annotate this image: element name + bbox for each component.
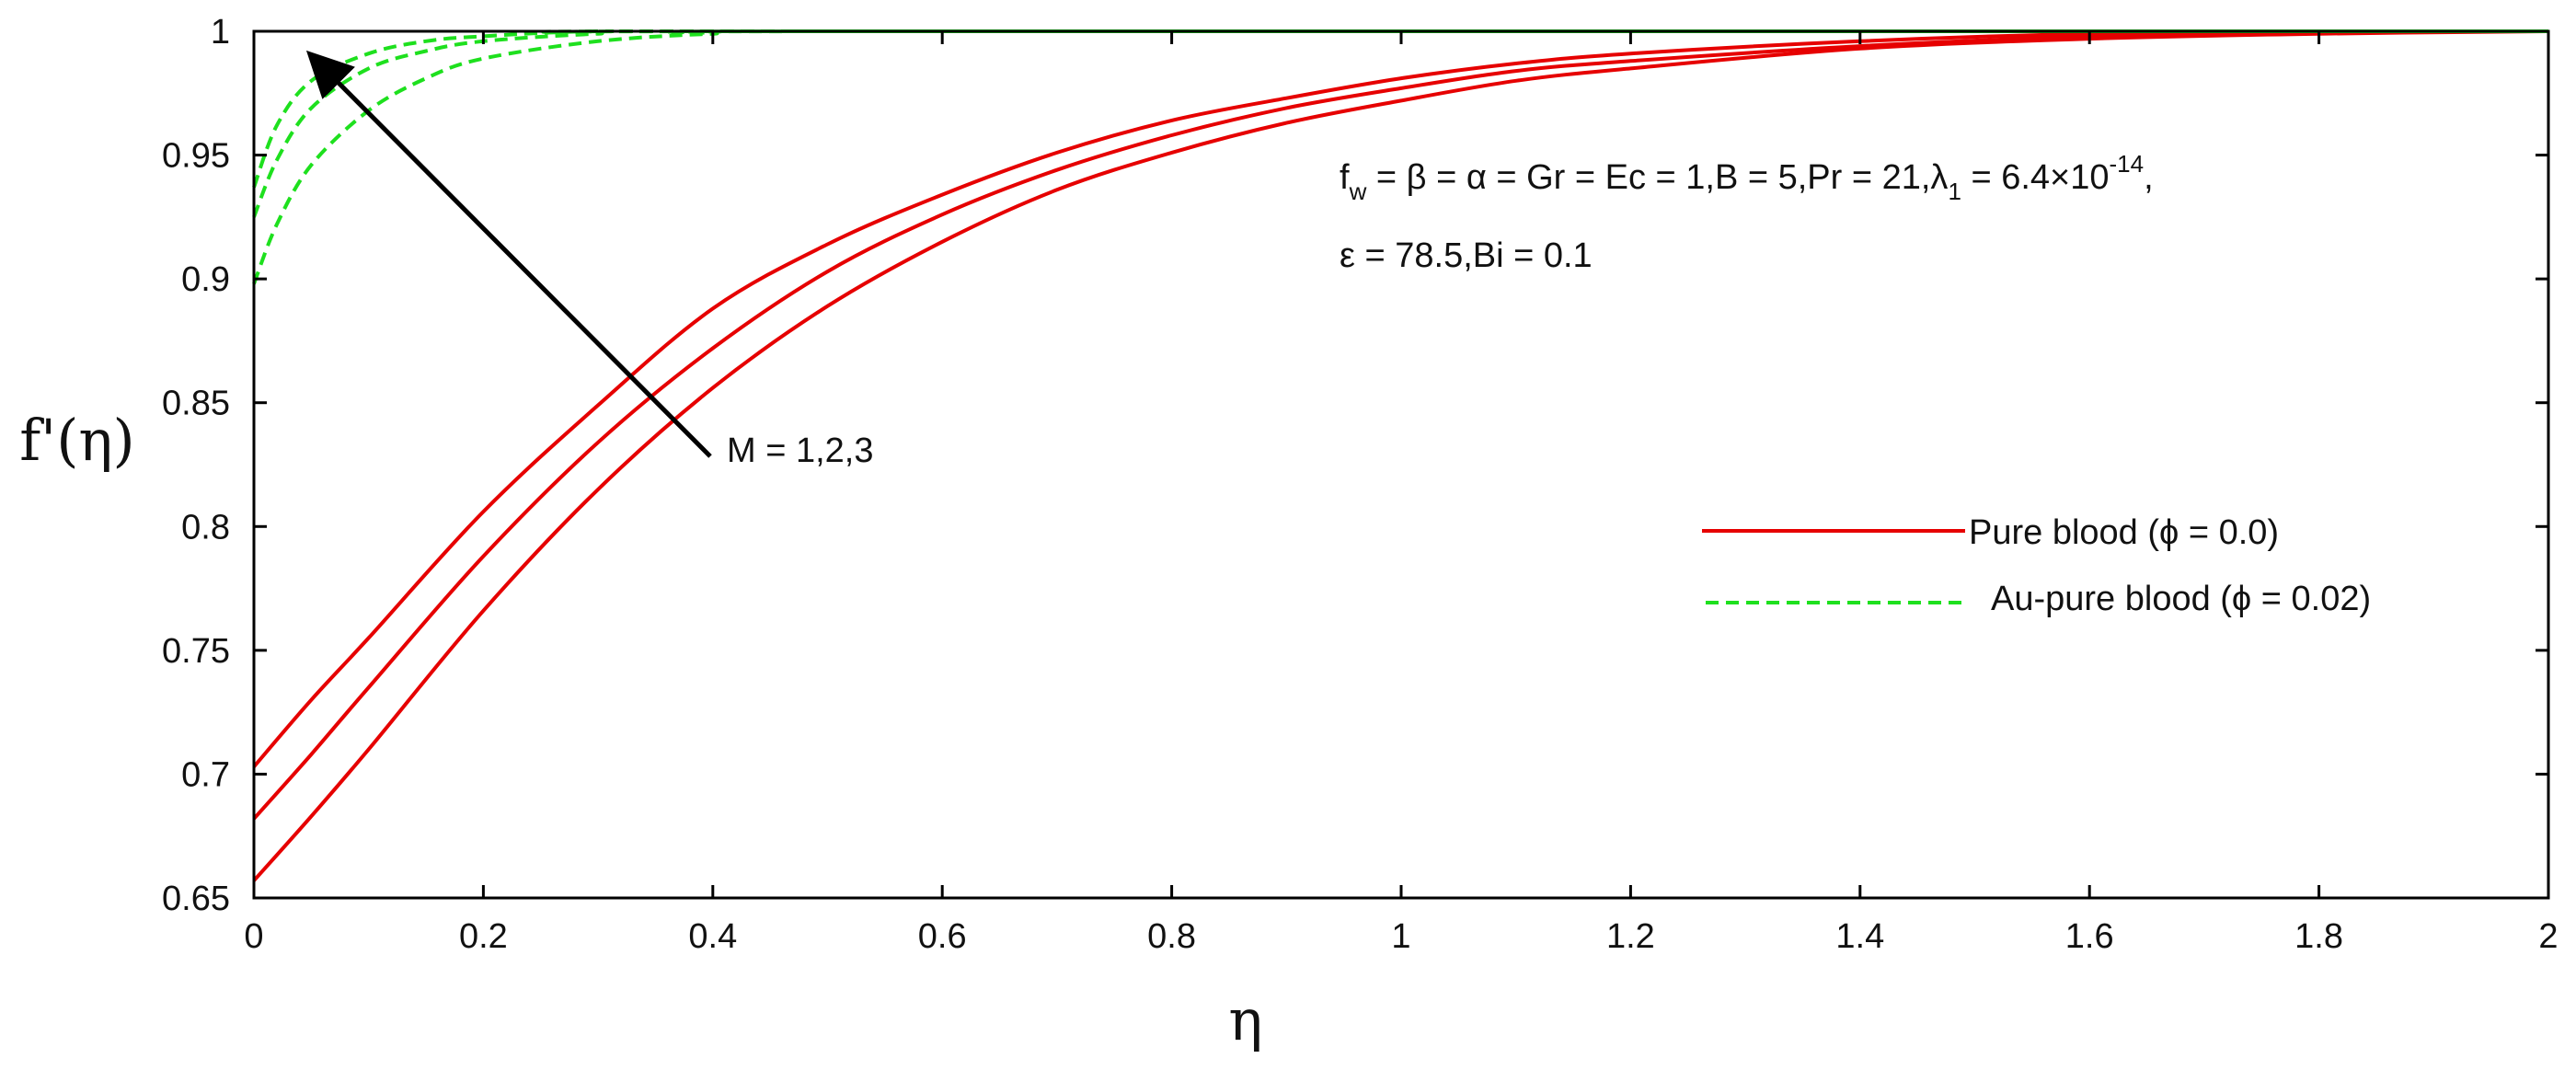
x-tick-label: 1.4: [1835, 917, 1884, 956]
y-tick-label: 0.95: [162, 137, 230, 176]
y-axis-title: f'(η): [19, 407, 135, 474]
m-arrow: [305, 50, 712, 458]
parameter-annotation-line2: ε = 78.5,Bi = 0.1: [1340, 236, 1593, 275]
x-axis-title: η: [1228, 986, 1262, 1053]
legend-label-pure-blood: Pure blood (ϕ = 0.0): [1969, 513, 2279, 552]
y-tick-label: 0.8: [181, 508, 230, 547]
x-tick-label: 2: [2538, 917, 2558, 956]
param-text-a: = β = α = Gr = Ec = 1,B = 5,Pr = 21,λ: [1366, 158, 1948, 197]
x-tick-label: 0.6: [918, 917, 967, 956]
pure-blood-line-m3: [252, 29, 2549, 882]
ticks-layer: 0 0.2 0.4 0.6 0.8 1 1.2 1.4 1.6 1.8 2 0.65 0.7 0.75 0.…: [162, 13, 2559, 956]
x-tick-label: 1: [1391, 917, 1410, 956]
param-comma: ,: [2144, 158, 2154, 197]
param-w-subscript: w: [1349, 178, 1367, 205]
y-tick-label: 0.7: [181, 755, 230, 794]
x-tick-label: 1.2: [1606, 917, 1655, 956]
x-tick-label: 0: [244, 917, 263, 956]
y-tick-label: 0.65: [162, 880, 230, 918]
param-text-b: = 6.4×10: [1961, 158, 2110, 197]
x-tick-label: 0.2: [459, 917, 508, 956]
x-tick-label: 0.4: [688, 917, 737, 956]
legend-label-au-pure-blood: Au-pure blood (ϕ = 0.02): [1991, 580, 2371, 618]
y-tick-label: 0.85: [162, 385, 230, 423]
x-tick-label: 1.6: [2065, 917, 2114, 956]
pure-blood-line-m2: [252, 29, 2548, 821]
y-tick-label: 0.9: [181, 260, 230, 299]
x-tick-label: 0.8: [1147, 917, 1196, 956]
y-tick-label: 1: [211, 13, 230, 52]
param-exponent: -14: [2110, 150, 2145, 178]
m-arrow-label: M = 1,2,3: [727, 431, 873, 470]
x-tick-label: 1.8: [2294, 917, 2343, 956]
plot-frame: [252, 29, 2550, 900]
legend: Pure blood (ϕ = 0.0) Au-pure blood (ϕ = …: [1702, 513, 2371, 618]
pure-blood-line-m1: [252, 29, 2548, 768]
param-f: f: [1340, 158, 1350, 197]
param-lambda-subscript: 1: [1948, 178, 1961, 205]
y-tick-label: 0.75: [162, 632, 230, 671]
parameter-annotation-line1: fw = β = α = Gr = Ec = 1,B = 5,Pr = 21,λ…: [1340, 150, 2154, 205]
